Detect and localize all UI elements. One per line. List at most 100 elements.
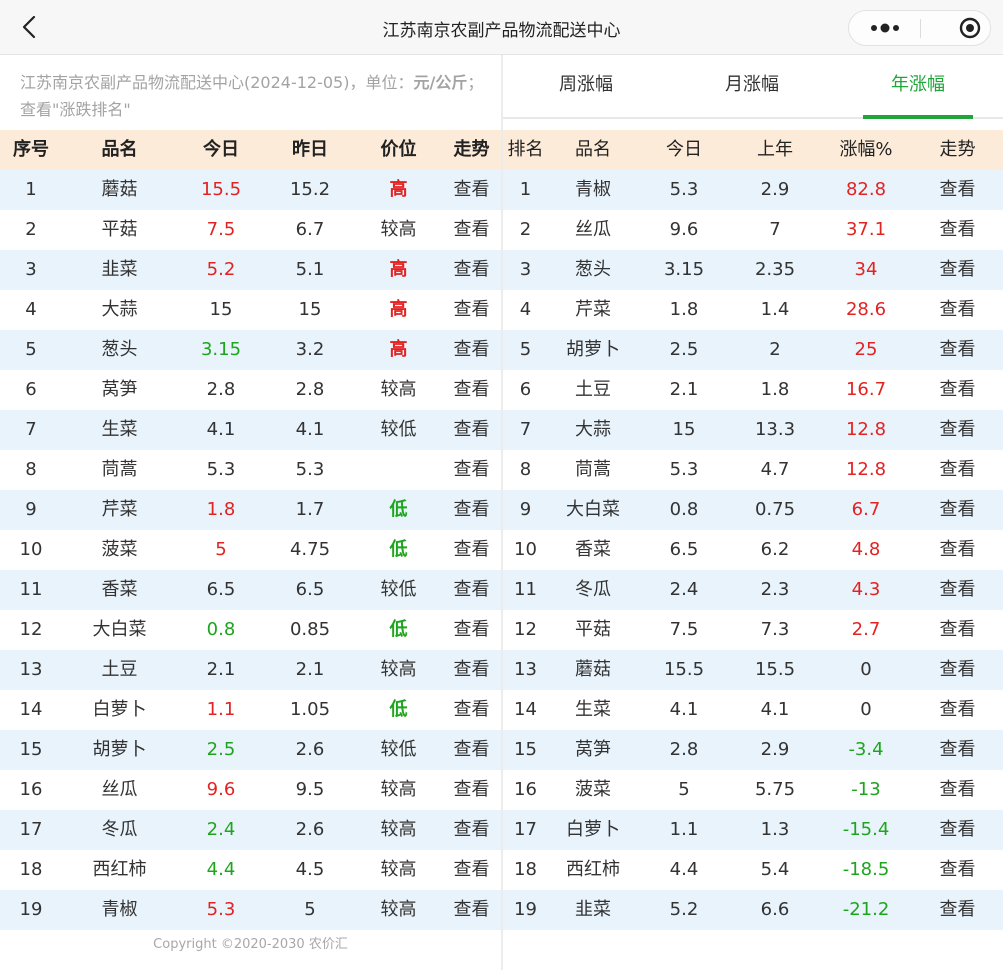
row-last-year-price: 5.75 [754,779,796,800]
row-trend-link[interactable]: 查看 [453,499,490,520]
row-trend-link[interactable]: 查看 [939,219,976,240]
row-trend-link[interactable]: 查看 [453,259,490,280]
row-price-level: 低 [389,539,408,560]
row-name: 土豆 [101,659,138,680]
row-trend-link[interactable]: 查看 [939,739,976,760]
row-trend-link[interactable]: 查看 [939,819,976,840]
row-trend-link[interactable]: 查看 [453,459,490,480]
close-button[interactable] [921,11,991,45]
back-button[interactable] [18,14,42,40]
row-yesterday-price: 6.5 [295,579,325,600]
row-last-year-price: 5.4 [760,859,790,880]
row-trend-link[interactable]: 查看 [453,859,490,880]
row-name: 香菜 [101,579,138,600]
row-trend-link[interactable]: 查看 [939,859,976,880]
row-today-price: 1.8 [669,299,699,320]
table-row: 7 大蒜 15 13.3 12.8 查看 [503,410,1003,450]
row-rank: 4 [519,299,532,320]
row-change-percent: 28.6 [845,299,887,320]
row-trend-link[interactable]: 查看 [453,699,490,720]
row-change-percent: 16.7 [845,379,887,400]
row-change-percent: 0 [860,659,872,680]
header-name: 品名 [575,139,611,160]
row-trend-link[interactable]: 查看 [453,539,490,560]
row-name: 莴笋 [101,379,138,400]
row-today-price: 4.4 [669,859,699,880]
table-row: 10 菠菜 5 4.75 低 查看 [0,530,501,570]
table-row: 11 冬瓜 2.4 2.3 4.3 查看 [503,570,1003,610]
row-trend-link[interactable]: 查看 [453,339,490,360]
row-trend-link[interactable]: 查看 [939,539,976,560]
row-trend-link[interactable]: 查看 [939,419,976,440]
table-row: 12 平菇 7.5 7.3 2.7 查看 [503,610,1003,650]
tab-month[interactable]: 月涨幅 [725,74,779,95]
row-trend-link[interactable]: 查看 [939,179,976,200]
table-row: 8 茼蒿 5.3 4.7 12.8 查看 [503,450,1003,490]
row-trend-link[interactable]: 查看 [939,299,976,320]
row-trend-link[interactable]: 查看 [939,619,976,640]
more-button[interactable] [849,11,920,45]
row-today-price: 1.1 [206,699,236,720]
row-rank: 16 [514,779,537,800]
table-row: 1 青椒 5.3 2.9 82.8 查看 [503,170,1003,210]
row-name: 平菇 [101,219,138,240]
row-trend-link[interactable]: 查看 [939,699,976,720]
tab-week[interactable]: 周涨幅 [559,74,613,95]
row-price-level: 较高 [380,659,417,680]
table-row: 14 生菜 4.1 4.1 0 查看 [503,690,1003,730]
row-trend-link[interactable]: 查看 [453,379,490,400]
row-trend-link[interactable]: 查看 [453,739,490,760]
row-price-level: 低 [389,499,408,520]
row-price-level: 较低 [380,739,417,760]
row-yesterday-price: 2.8 [295,379,325,400]
copyright: Copyright ©2020-2030 农价汇 [153,937,348,952]
row-trend-link[interactable]: 查看 [939,579,976,600]
row-name: 茼蒿 [101,459,138,480]
row-last-year-price: 4.1 [760,699,790,720]
info-prefix: 江苏南京农副产品物流配送中心(2024-12-05)，单位： [20,73,414,92]
row-name: 大白菜 [566,499,620,520]
row-last-year-price: 2.9 [760,179,790,200]
row-name: 蘑菇 [575,659,611,680]
row-trend-link[interactable]: 查看 [453,299,490,320]
table-row: 4 大蒜 15 15 高 查看 [0,290,501,330]
row-no: 16 [19,779,43,800]
price-unit: 元/公斤 [413,73,468,92]
tab-year[interactable]: 年涨幅 [835,55,1001,119]
row-trend-link[interactable]: 查看 [453,579,490,600]
row-trend-link[interactable]: 查看 [939,339,976,360]
row-no: 3 [25,259,37,280]
row-price-level: 较高 [380,859,417,880]
row-trend-link[interactable]: 查看 [453,179,490,200]
row-today-price: 2.8 [206,379,236,400]
row-trend-link[interactable]: 查看 [453,819,490,840]
row-trend-link[interactable]: 查看 [453,899,490,920]
row-today-price: 15.5 [663,659,705,680]
row-name: 大蒜 [101,299,138,320]
row-no: 17 [19,819,43,840]
row-trend-link[interactable]: 查看 [939,459,976,480]
row-trend-link[interactable]: 查看 [453,619,490,640]
row-no: 13 [19,659,43,680]
row-name: 土豆 [575,379,611,400]
row-trend-link[interactable]: 查看 [453,419,490,440]
row-name: 葱头 [101,339,138,360]
row-last-year-price: 7 [769,219,781,240]
row-trend-link[interactable]: 查看 [939,259,976,280]
row-yesterday-price: 5 [304,899,316,920]
row-today-price: 2.4 [669,579,699,600]
row-trend-link[interactable]: 查看 [939,379,976,400]
row-trend-link[interactable]: 查看 [939,899,976,920]
row-trend-link[interactable]: 查看 [453,219,490,240]
row-trend-link[interactable]: 查看 [939,499,976,520]
row-rank: 10 [514,539,537,560]
row-trend-link[interactable]: 查看 [939,779,976,800]
row-trend-link[interactable]: 查看 [453,779,490,800]
row-trend-link[interactable]: 查看 [453,659,490,680]
row-today-price: 5 [215,539,227,560]
ranking-link[interactable]: ；查看"涨跌排名" [20,73,484,119]
row-last-year-price: 2.9 [760,739,790,760]
row-today-price: 2.5 [669,339,699,360]
row-trend-link[interactable]: 查看 [939,659,976,680]
row-rank: 5 [519,339,532,360]
